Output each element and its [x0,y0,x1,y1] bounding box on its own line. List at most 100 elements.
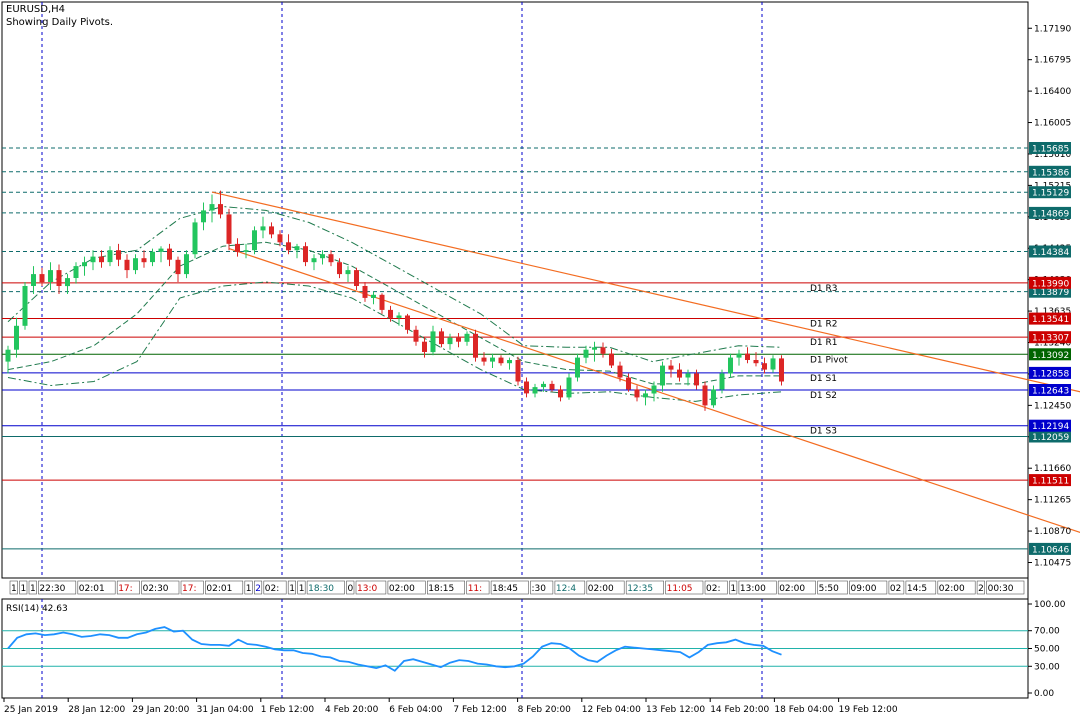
bear-candle [677,369,682,378]
time-box [554,580,586,595]
time-box [625,580,664,595]
price-level-tag: 1.15386 [1032,168,1069,178]
bull-candle [192,222,198,255]
bear-candle [634,389,640,398]
time-box [738,580,777,595]
bear-candle [235,243,240,252]
time-box-text: 13:0 [357,584,377,594]
time-box-text: 5:50 [819,584,839,594]
time-box-text: 02: [706,584,720,594]
bear-candle [413,329,419,342]
bull-candle [201,210,206,223]
time-box-text: 02 [890,584,901,594]
bull-candle [592,347,597,350]
time-box [905,580,937,595]
pivot-level-tag: 1.12194 [1032,422,1069,432]
x-tick-label: 6 Feb 04:00 [389,705,443,715]
time-box [355,580,387,595]
time-box-text: 17: [118,584,132,594]
bear-candle [626,377,631,390]
time-box-text: 09:00 [851,584,877,594]
time-box [586,580,625,595]
bear-candle [694,373,699,386]
rsi-label: RSI(14) 42.63 [6,604,68,614]
bull-candle [22,286,28,326]
x-tick-label: 4 Feb 20:00 [325,705,379,715]
bear-candle [753,360,759,364]
price-level-tag-bg [1029,186,1071,199]
time-box-text: 18:15 [428,584,454,594]
pivot-level-tag: 1.13990 [1032,279,1069,289]
time-box-text: 11: [468,584,482,594]
x-tick-label: 7 Feb 12:00 [453,705,507,715]
time-box [38,580,77,595]
time-box-text: 02:00 [389,584,415,594]
time-box-text: 12:4 [556,584,576,594]
bull-candle [651,385,657,394]
bear-candle [56,270,62,286]
y-tick-label: 1.17190 [1034,24,1071,34]
bull-candle [320,254,325,259]
bear-candle [456,337,461,342]
bear-candle [609,353,614,366]
x-tick-label: 25 Jan 2019 [4,705,58,715]
price-level-tag: 1.12059 [1032,433,1069,443]
bear-candle [515,360,521,382]
bear-candle [405,315,410,330]
time-box-text: 02:00 [779,584,805,594]
x-tick-label: 1 Feb 12:00 [261,705,315,715]
bear-candle [269,226,274,235]
bear-candle [600,347,606,354]
bear-candle [99,256,104,263]
bear-candle [277,234,283,243]
bear-candle [668,365,674,370]
bull-candle [541,383,546,388]
time-box [888,580,905,595]
bear-candle [762,363,767,370]
bear-candle [167,248,172,260]
bull-candle [575,357,580,378]
indicator-note: Showing Daily Pivots. [6,17,113,28]
bull-candle [48,270,53,282]
rsi-line [7,626,782,672]
pivot-level-label: D1 R2 [810,320,838,330]
price-level-tag-bg [1029,206,1071,219]
bear-candle [175,259,181,275]
time-box [466,580,490,595]
time-box-text: 2 [978,584,984,594]
time-box-text: 1 [21,584,27,594]
pivot-level-tag-bg [1029,331,1071,344]
time-box-text: 02:01 [79,584,105,594]
bear-candle [524,381,529,394]
bull-candle [507,360,512,364]
y-tick-label: 1.11265 [1034,496,1071,506]
pivot-level-label: D1 R3 [810,284,838,294]
bull-candle [243,250,249,252]
time-box [180,580,204,595]
pivot-level-tag: 1.12858 [1032,369,1069,379]
bear-candle [558,389,563,398]
channel-upper-line [211,191,1080,393]
pivot-level-tag-bg [1029,312,1071,325]
time-box-text: 02:00 [588,584,614,594]
time-box-text: 11:05 [667,584,693,594]
pivot-level-label: D1 S3 [810,427,837,437]
bull-candle [184,254,189,275]
time-box-text: 1 [299,584,305,594]
x-tick-label: 19 Feb 12:00 [839,705,898,715]
pivot-level-tag-bg [1029,366,1071,379]
pivot-level-label: D1 S1 [810,374,837,384]
pivot-level-tag-bg [1029,348,1071,361]
bull-candle [490,357,495,362]
bull-candle [158,248,164,252]
y-tick-label: 1.10870 [1034,527,1071,537]
time-box [19,580,28,595]
bull-candle [532,387,538,394]
pivot-level-tag-bg [1029,384,1071,396]
y-tick-label: 1.15610 [1034,150,1071,160]
time-box-text: 17: [182,584,196,594]
y-tick-label: 1.11660 [1034,464,1071,474]
y-tick-label: 1.13240 [1034,339,1071,349]
bear-candle [226,214,232,244]
